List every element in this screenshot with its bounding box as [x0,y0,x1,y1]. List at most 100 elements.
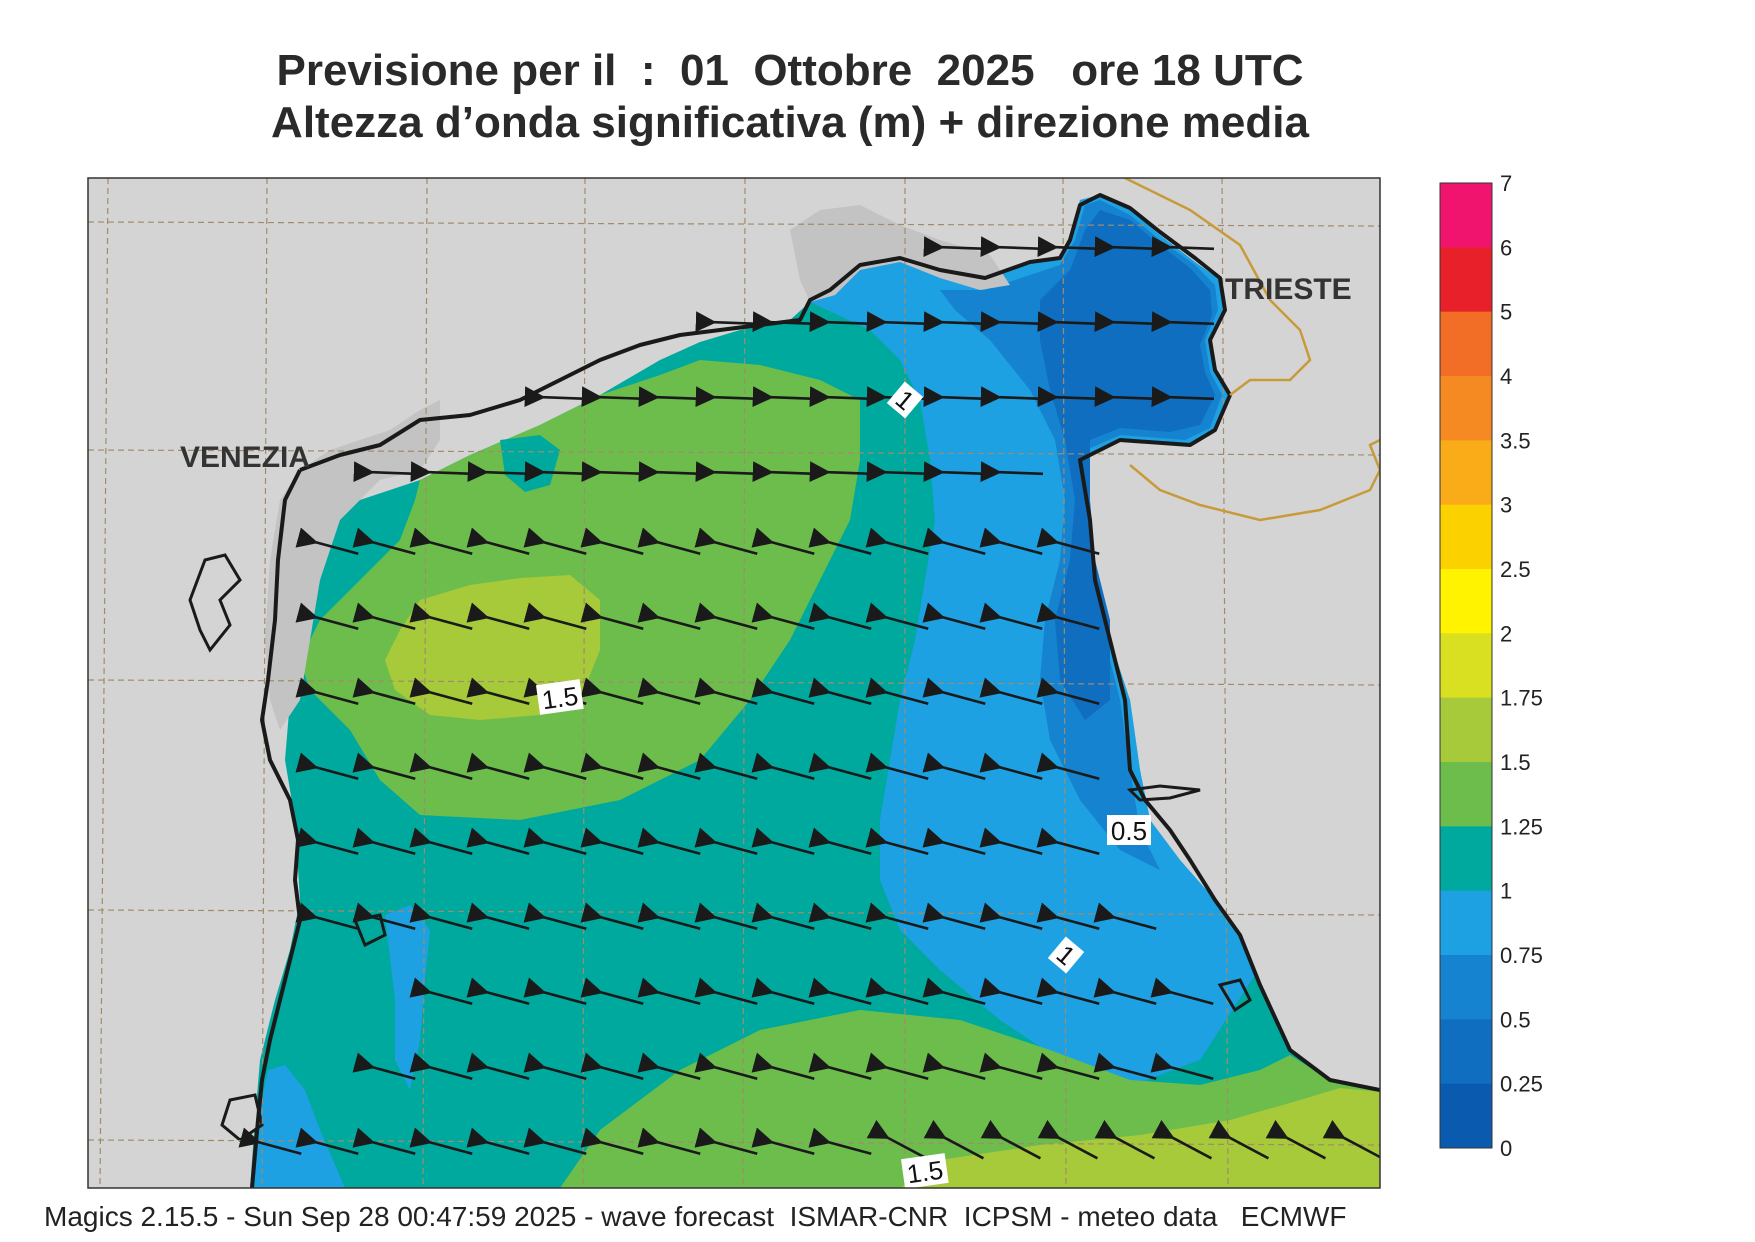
wave-arrow [238,1127,302,1155]
wave-arrow [695,461,759,482]
color-scale-swatch [1440,569,1492,634]
wave-arrow [467,461,531,482]
wave-arrow [751,977,815,1005]
map-frame [87,177,1381,1189]
wave-arrow [980,311,1044,332]
sea-zone-bottom-1.5-1.75 [900,1088,1380,1188]
contour-label-1.5-bottom: 1.5 [900,1153,949,1190]
color-scale-swatch [1440,1019,1492,1085]
forecast-title: Previsione per il : 01 Ottobre 2025 ore … [276,46,1304,95]
wave-arrow [466,977,530,1005]
wave-arrow [1037,236,1101,257]
wave-arrow [466,902,530,930]
wave-arrow [523,602,587,630]
wave-arrow [466,1127,530,1155]
color-scale-swatch [1440,376,1492,441]
wave-arrow [695,311,759,332]
wave-arrow [466,827,530,855]
wave-arrow [352,827,416,855]
wave-arrow [694,977,758,1005]
color-scale-swatch [1440,311,1492,377]
wave-arrow [751,902,815,930]
color-scale-frame [1439,182,1493,1149]
wave-arrow [922,752,986,780]
wave-arrow [580,602,644,630]
wave-arrow [1036,827,1100,855]
wave-arrow [1036,902,1100,930]
wave-arrow [1322,1119,1380,1159]
wave-arrow [580,827,644,855]
wave-arrow [637,677,701,705]
wave-arrow [922,602,986,630]
wave-arrow [295,902,359,930]
wave-arrow [922,1052,986,1080]
wave-arrow [523,827,587,855]
wave-arrow [409,1127,473,1155]
sea-zone-lagoon-blue [250,1065,345,1188]
sea-zone-0.25-0.5 [1040,210,1215,720]
wave-arrow [352,752,416,780]
wave-arrow [580,1052,644,1080]
wave-arrow [1036,527,1100,555]
wave-arrow [523,1127,587,1155]
lagoon-land [188,553,242,653]
color-scale-tick-label: 1.5 [1500,750,1531,775]
wave-arrow [808,677,872,705]
country-border [1124,178,1312,396]
wave-arrow [979,902,1043,930]
color-scale-swatch [1440,762,1492,827]
wave-arrow [751,752,815,780]
wave-arrow [409,677,473,705]
wave-arrow [580,977,644,1005]
wave-arrow [295,527,359,555]
wave-arrow [352,527,416,555]
wave-arrow [752,311,816,332]
wave-arrow [923,461,987,482]
wave-arrow [751,677,815,705]
wave-arrow [409,902,473,930]
wave-arrow [808,752,872,780]
wave-arrow [409,752,473,780]
wave-arrow [466,677,530,705]
coastline-islet [1217,978,1252,1013]
wave-arrow [581,461,645,482]
wave-arrow [865,527,929,555]
wave-arrow [1094,386,1158,407]
color-scale-tick-label: 1 [1500,879,1512,904]
wave-arrow [751,1127,815,1155]
contour-label-0.5: 0.5 [1107,815,1151,846]
color-scale-tick-label: 2.5 [1500,557,1531,582]
wave-arrow [865,602,929,630]
color-scale-tick-label: 3 [1500,493,1512,518]
wave-arrow [523,527,587,555]
wave-arrow [979,602,1043,630]
color-scale-tick-label: 1.75 [1500,686,1543,711]
wave-arrow [866,1119,928,1160]
wave-arrow [1150,1052,1214,1080]
color-scale-tick-label: 0 [1500,1136,1512,1161]
wave-arrow [865,677,929,705]
color-scale-tick-label: 5 [1500,300,1512,325]
wave-arrow [694,677,758,705]
wave-arrow [752,386,816,407]
wave-arrow [980,461,1044,482]
wave-arrow [694,602,758,630]
wave-arrow [980,1119,1042,1160]
wave-arrow [1151,1119,1213,1160]
venice-land [265,400,440,730]
wave-arrow [523,1052,587,1080]
wave-arrow [410,461,474,482]
wave-arrow [1265,1119,1327,1160]
wave-arrow [979,977,1043,1005]
wave-arrow [923,386,987,407]
color-scale-tick-label: 4 [1500,364,1512,389]
wave-arrow [295,602,359,630]
wave-arrow [580,527,644,555]
wave-arrow [580,902,644,930]
svg-text:1.5: 1.5 [905,1155,945,1190]
wave-arrow [694,1052,758,1080]
wave-arrow [752,461,816,482]
wave-arrow [865,752,929,780]
wave-arrow [580,677,644,705]
wave-arrow [751,827,815,855]
